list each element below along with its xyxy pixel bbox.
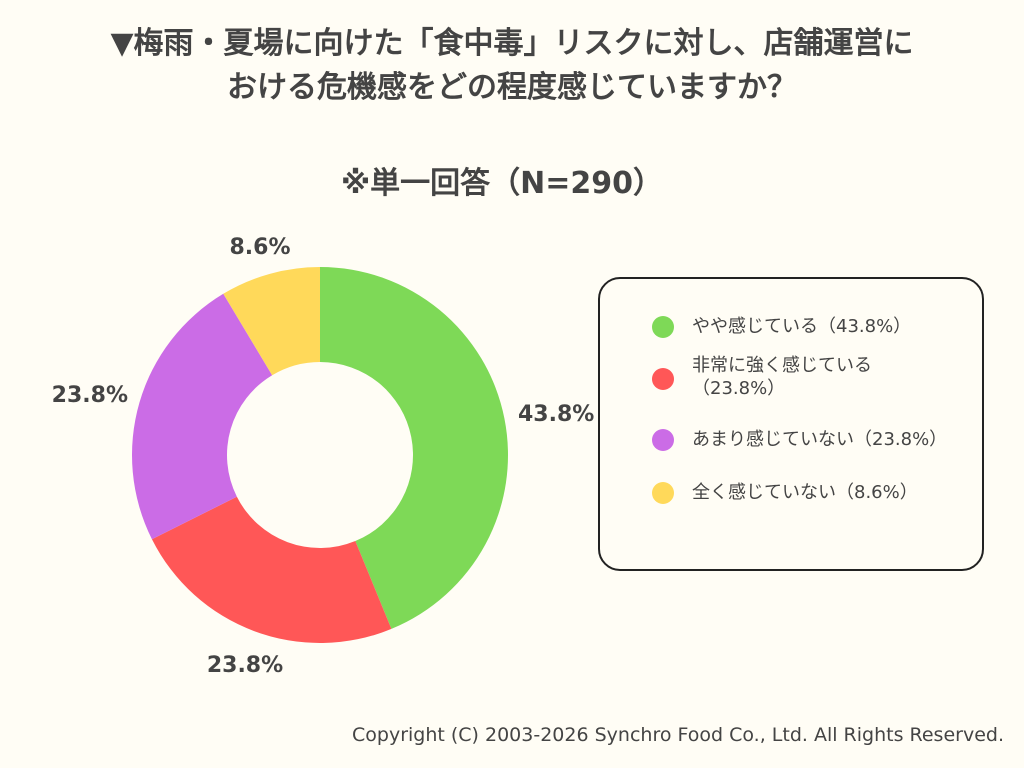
slice-value-label-1: 43.8%: [518, 402, 594, 427]
legend-dot-4: [652, 482, 674, 504]
slice-value-label-2: 23.8%: [207, 653, 283, 678]
legend-item-2: 非常に強く感じている（23.8%）: [652, 354, 912, 400]
legend-label-1: やや感じている（43.8%）: [692, 316, 912, 337]
slice-value-label-4: 8.6%: [229, 235, 290, 260]
donut-slice-3: [132, 293, 273, 540]
legend-dot-2: [652, 368, 674, 390]
legend: やや感じている（43.8%） 非常に強く感じている（23.8%） あまり感じてい…: [598, 277, 984, 571]
copyright: Copyright (C) 2003-2026 Synchro Food Co.…: [352, 724, 1004, 746]
legend-dot-1: [652, 316, 674, 338]
chart-subtitle: ※単一回答（N=290）: [340, 166, 664, 201]
title-line-2: おける危機感をどの程度感じていますか？: [227, 70, 797, 105]
legend-label-2: 非常に強く感じている（23.8%）: [692, 355, 872, 399]
legend-dot-3: [652, 429, 674, 451]
donut-slice-4: [223, 267, 320, 376]
donut-slice-2: [151, 496, 392, 643]
donut-slice-1: [320, 267, 508, 629]
title-line-1: ▼梅雨・夏場に向けた「食中毒」リスクに対し、店舗運営に: [110, 26, 914, 61]
chart-title: ▼梅雨・夏場に向けた「食中毒」リスクに対し、店舗運営に おける危機感をどの程度感…: [0, 22, 1024, 110]
legend-label-3: あまり感じていない（23.8%）: [692, 429, 948, 450]
legend-label-4: 全く感じていない（8.6%）: [692, 482, 918, 503]
legend-item-1: やや感じている（43.8%）: [652, 315, 911, 338]
legend-item-4: 全く感じていない（8.6%）: [652, 481, 918, 504]
legend-item-3: あまり感じていない（23.8%）: [652, 428, 947, 451]
slice-value-label-3: 23.8%: [52, 383, 128, 408]
